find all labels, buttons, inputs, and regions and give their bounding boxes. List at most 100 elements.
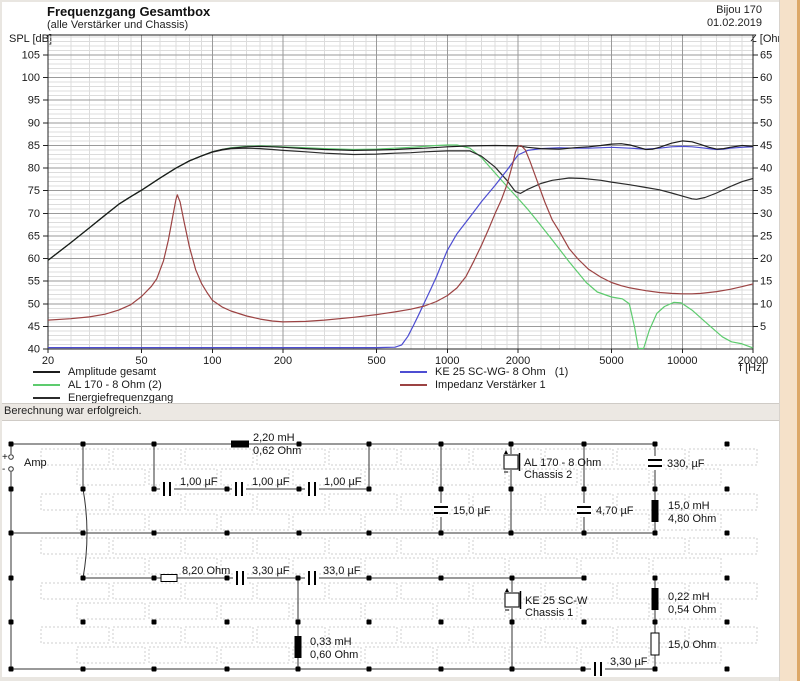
- curve-impedanz-verst-rker-1: [47, 144, 754, 323]
- junction-dot: [8, 619, 14, 625]
- junction-dot: [296, 441, 302, 447]
- empty-slot: [40, 626, 110, 644]
- empty-slot: [148, 602, 218, 620]
- chassis-label: Chassis 1: [525, 607, 573, 619]
- amp-source[interactable]: +- Amp: [2, 452, 47, 475]
- empty-slot: [256, 448, 326, 466]
- empty-slot: [472, 537, 542, 555]
- legend-label: Energiefrequenzgang: [68, 392, 174, 404]
- capacitor-4-70-f[interactable]: 4,70 µF: [576, 503, 634, 517]
- empty-slot: [76, 468, 146, 486]
- grid-major: [48, 35, 753, 349]
- empty-slot: [616, 537, 686, 555]
- junction-dot: [80, 666, 86, 672]
- empty-slot: [256, 626, 326, 644]
- empty-slot: [400, 626, 470, 644]
- inductor-value-label: 4,80 Ohm: [668, 513, 716, 525]
- junction-dot: [581, 530, 587, 536]
- crossover-circuit-diagram: 1,00 µF 1,00 µF 1,00 µF 3,30 µF 33,0 µF 3,30 …: [2, 432, 758, 677]
- amp-plus-sign: +: [2, 452, 8, 463]
- legend-line-sample: [33, 384, 60, 386]
- junction-dot: [581, 575, 587, 581]
- junction-dot: [366, 575, 372, 581]
- inductor-value-label: 15,0 mH: [668, 500, 710, 512]
- junction-dot: [80, 619, 86, 625]
- window-bottom-border: [0, 677, 800, 681]
- axis-tick-labels: 1051009590858075706560555045406560555045…: [22, 50, 773, 368]
- capacitor-33-0-f[interactable]: 33,0 µF: [305, 565, 361, 586]
- capacitor-3-30-f[interactable]: 3,30 µF: [233, 565, 290, 586]
- empty-slot: [400, 582, 470, 600]
- capacitor-1-00-f[interactable]: 1,00 µF: [160, 476, 218, 497]
- junction-dot: [151, 575, 157, 581]
- legend-item-amplitude-gesamt: Amplitude gesamt: [33, 366, 173, 378]
- empty-slot: [184, 493, 254, 511]
- y-left-tick-label: 105: [22, 50, 40, 62]
- inductor-value-label: 0,62 Ohm: [253, 445, 301, 457]
- x-tick-label: 1000: [435, 355, 459, 367]
- junction-dot: [151, 441, 157, 447]
- legend-label: AL 170 - 8 Ohm (2): [68, 379, 162, 391]
- junction-dot: [724, 575, 730, 581]
- empty-slot: [580, 557, 650, 575]
- speaker-icon: [503, 454, 519, 470]
- chart-subtitle: (alle Verstärker und Chassis): [47, 19, 189, 31]
- y-right-tick-label: 45: [760, 140, 772, 152]
- curve-amplitude-gesamt: [47, 140, 754, 261]
- empty-slot: [616, 493, 686, 511]
- empty-slot: [40, 582, 110, 600]
- legend-line-sample: [400, 384, 427, 386]
- y-left-tick-label: 45: [28, 321, 40, 333]
- frequency-response-chart: 1051009590858075706560555045406560555045…: [22, 34, 773, 368]
- empty-slot: [220, 646, 290, 664]
- junction-dot: [438, 530, 444, 536]
- empty-slot: [580, 646, 650, 664]
- junction-dot: [296, 530, 302, 536]
- y-right-tick-label: 35: [760, 185, 772, 197]
- inductor-0-33-mh[interactable]: 0,33 mH0,60 Ohm: [294, 636, 359, 661]
- inductor-value-label: 0,22 mH: [668, 591, 710, 603]
- inductor-0-22-mh[interactable]: 0,22 mH0,54 Ohm: [651, 588, 717, 616]
- y-left-tick-label: 70: [28, 208, 40, 220]
- junction-dot: [438, 575, 444, 581]
- junction-dot: [295, 619, 301, 625]
- legend-label: Amplitude gesamt: [68, 366, 157, 378]
- capacitor-value-label: 33,0 µF: [323, 565, 361, 577]
- empty-slot: [508, 602, 578, 620]
- empty-slot: [616, 582, 686, 600]
- x-tick-label: 2000: [506, 355, 530, 367]
- capacitor-1-00-f[interactable]: 1,00 µF: [305, 476, 362, 497]
- empty-slot: [184, 537, 254, 555]
- empty-component-slots: [40, 448, 758, 664]
- resistor-15-0-ohm[interactable]: 15,0 Ohm: [650, 632, 716, 656]
- empty-slot: [148, 557, 218, 575]
- x-axis-title: f [Hz]: [739, 362, 765, 374]
- junction-dot: [509, 619, 515, 625]
- capacitor-1-00-f[interactable]: 1,00 µF: [232, 476, 290, 497]
- y-left-axis-title: SPL [dB]: [9, 33, 53, 45]
- inductor-2-20-mh[interactable]: 2,20 mH0,62 Ohm: [231, 432, 301, 457]
- capacitor-3-30-f[interactable]: 3,30 µF: [591, 656, 648, 677]
- capacitor-value-label: 3,30 µF: [610, 656, 648, 668]
- resistor-8-20-ohm[interactable]: 8,20 Ohm: [160, 565, 230, 582]
- empty-slot: [544, 582, 614, 600]
- junction-dot: [295, 575, 301, 581]
- inductor-value-label: 0,33 mH: [310, 636, 352, 648]
- junction-dot: [438, 666, 444, 672]
- junction-dot: [652, 530, 658, 536]
- junction-dot: [366, 441, 372, 447]
- curve-al-170-8-ohm-2: [47, 144, 754, 350]
- capacitor-value-label: 330, µF: [667, 458, 705, 470]
- x-tick-label: 50: [135, 355, 147, 367]
- empty-slot: [544, 626, 614, 644]
- capacitor-15-0-f[interactable]: 15,0 µF: [433, 503, 491, 517]
- capacitor-330-f[interactable]: 330, µF: [647, 456, 705, 470]
- empty-slot: [508, 513, 578, 531]
- junction-dot: [224, 619, 230, 625]
- inductor-15-0-mh[interactable]: 15,0 mH4,80 Ohm: [651, 500, 717, 525]
- inductor-value-label: 0,54 Ohm: [668, 604, 716, 616]
- y-right-tick-label: 10: [760, 298, 772, 310]
- empty-slot: [436, 468, 506, 486]
